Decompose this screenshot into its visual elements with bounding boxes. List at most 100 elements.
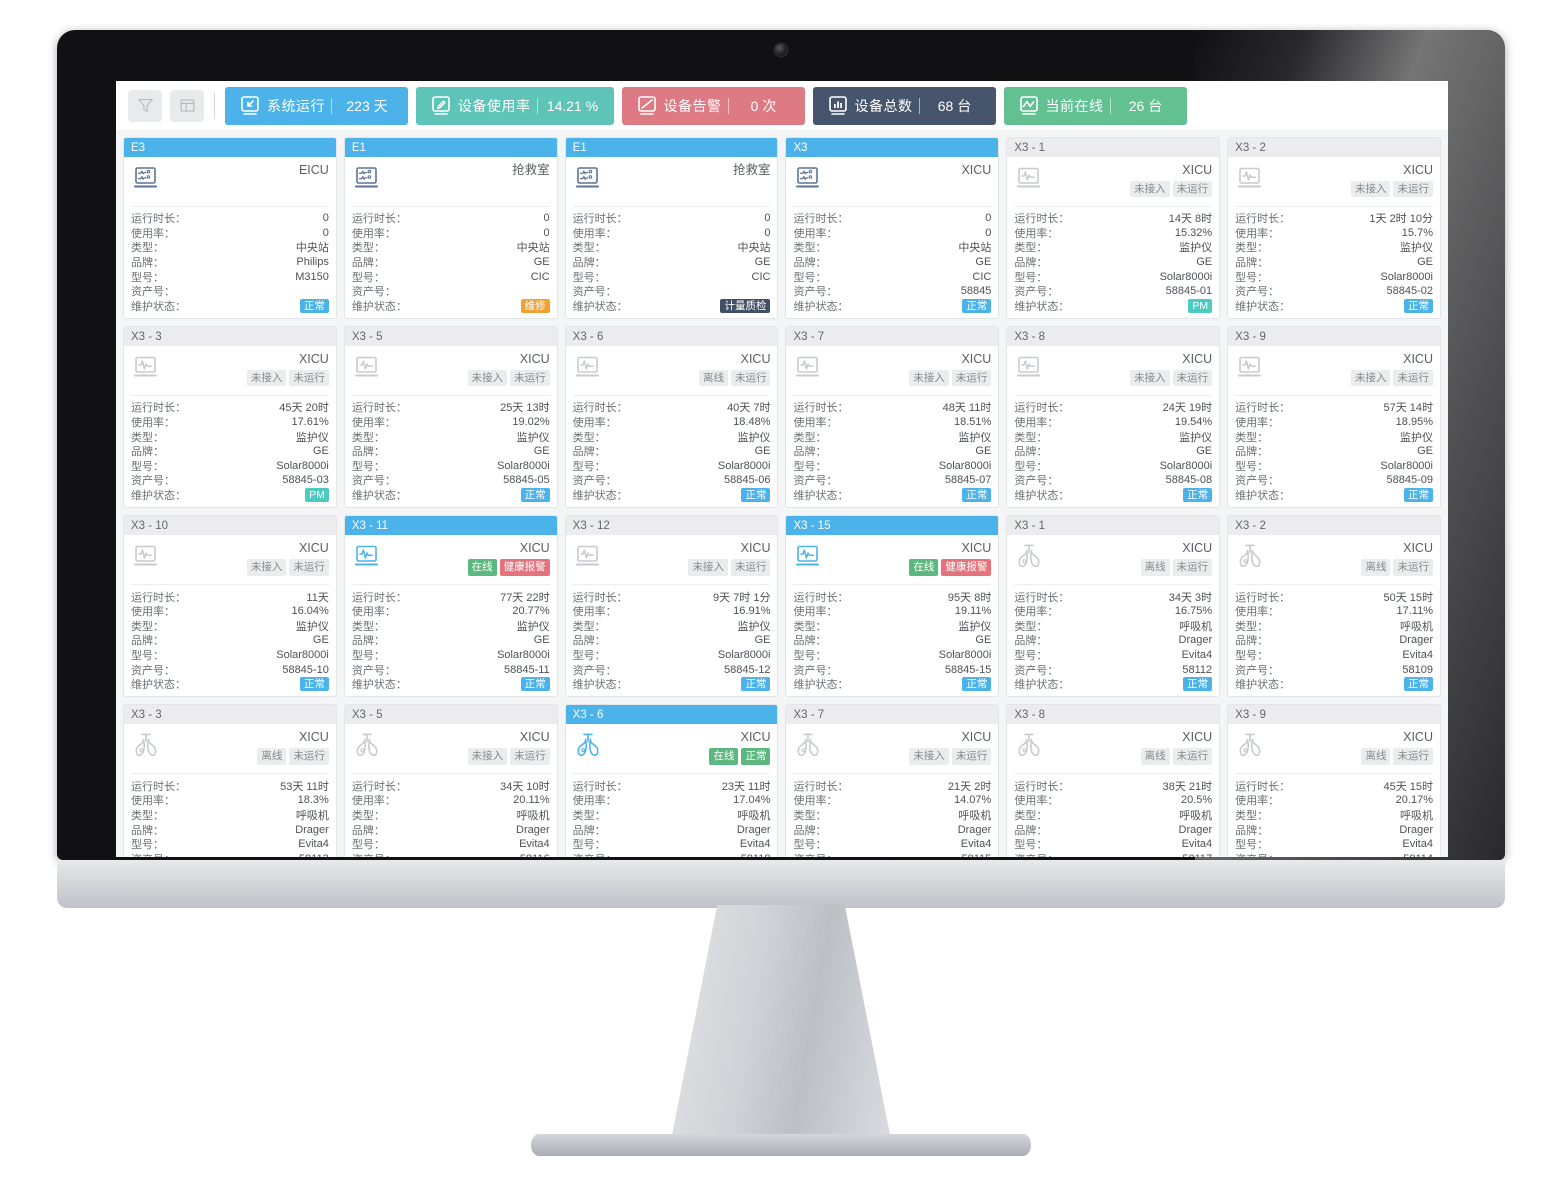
info-label: 维护状态： bbox=[793, 300, 849, 313]
card-status-area: XICU 未接入 未运行 bbox=[688, 542, 771, 576]
card-status-area: XICU 离线 未运行 bbox=[1361, 731, 1433, 765]
info-label: 型号： bbox=[1235, 839, 1269, 852]
device-card[interactable]: E3 EICU 运行时长： 0 使用率： 0 类型： 中央站 品牌： Philips 型号： M315… bbox=[123, 137, 337, 320]
device-card[interactable]: X3 - 10 XICU 未接入 未运行 运行时长： 11天 使用率： 16.04% 类型： 监护… bbox=[123, 515, 337, 698]
ventilator-icon bbox=[1235, 731, 1265, 761]
info-row: 资产号： 58845-02 bbox=[1235, 284, 1433, 299]
device-card[interactable]: X3 - 8 XICU 未接入 未运行 运行时长： 24天 19时 使用率： 19.54% 类型… bbox=[1006, 326, 1221, 509]
device-card[interactable]: X3 - 1 XICU 未接入 未运行 运行时长： 14天 8时 使用率： 15.32% 类型：… bbox=[1006, 137, 1221, 320]
device-card[interactable]: X3 - 11 XICU 在线 健康报警 运行时长： 77天 22时 使用率： 20.77% 类… bbox=[343, 515, 558, 698]
info-value: Drager bbox=[1178, 823, 1213, 836]
kpi-2[interactable]: 设备使用率 14.21 % bbox=[416, 86, 614, 125]
info-value: 18.95% bbox=[1395, 416, 1433, 429]
maintenance-badge: 正常 bbox=[1183, 676, 1213, 692]
monitor-icon bbox=[352, 542, 382, 572]
monitor-bezel: 系统运行 223 天 设备使用率 14.21 % 设备告警 0 次 设备总数 68 台 当前在线… bbox=[57, 30, 1505, 860]
device-card[interactable]: X3 - 3 XICU 未接入 未运行 运行时长： 45天 20时 使用率： 17.61% 类型… bbox=[123, 326, 337, 509]
kpi-4[interactable]: 设备总数 68 台 bbox=[812, 86, 996, 125]
info-row: 资产号： 58845-01 bbox=[1014, 284, 1212, 299]
funnel-icon[interactable] bbox=[128, 89, 162, 122]
info-label: 使用率： bbox=[131, 606, 175, 619]
info-value: 58845-12 bbox=[723, 663, 771, 676]
device-card[interactable]: X3 - 3 XICU 离线 未运行 运行时长： 53天 11时 使用率： 18.3% 类型： 呼… bbox=[123, 704, 337, 857]
device-card[interactable]: X3 - 9 XICU 离线 未运行 运行时长： 45天 15时 使用率： 20.17% 类型：… bbox=[1227, 704, 1441, 857]
status-badge: 离线 bbox=[1361, 559, 1391, 576]
device-card[interactable]: X3 - 7 XICU 未接入 未运行 运行时长： 21天 2时 使用率： 14.07% 类型：… bbox=[785, 704, 1000, 857]
card-divider bbox=[351, 584, 550, 586]
monitor-stand bbox=[671, 905, 891, 1140]
info-label: 资产号： bbox=[793, 475, 838, 488]
info-row: 型号： Solar8000i bbox=[1235, 269, 1433, 284]
info-label: 维护状态： bbox=[1014, 300, 1070, 313]
info-value: 17.11% bbox=[1396, 605, 1433, 618]
kpi-value: 14.21 % bbox=[546, 97, 599, 114]
kpi-label: 设备总数 bbox=[854, 97, 913, 114]
info-label: 类型： bbox=[1014, 431, 1048, 444]
device-card[interactable]: X3 - 7 XICU 未接入 未运行 运行时长： 48天 11时 使用率： 18.51% 类型… bbox=[785, 326, 1000, 509]
info-label: 品牌： bbox=[1014, 635, 1048, 648]
device-card[interactable]: X3 - 9 XICU 未接入 未运行 运行时长： 57天 14时 使用率： 18.95% 类型… bbox=[1227, 326, 1441, 509]
info-label: 品牌： bbox=[1235, 446, 1269, 459]
device-card[interactable]: X3 - 1 XICU 离线 未运行 运行时长： 34天 3时 使用率： 16.75% 类型： 呼… bbox=[1006, 515, 1221, 698]
card-header: XICU bbox=[786, 157, 998, 201]
device-card[interactable]: X3 - 5 XICU 未接入 未运行 运行时长： 34天 10时 使用率： 20.11% 类型… bbox=[343, 704, 558, 857]
info-value: Solar8000i bbox=[717, 648, 771, 661]
info-value: 呼吸机 bbox=[516, 809, 550, 822]
device-card[interactable]: X3 - 15 XICU 在线 健康报警 运行时长： 95天 8时 使用率： 19.11% 类型… bbox=[785, 515, 1000, 698]
card-details: 运行时长： 21天 2时 使用率： 14.07% 类型： 呼吸机 品牌： Drager 型号： E… bbox=[786, 774, 998, 857]
device-card[interactable]: X3 - 2 XICU 未接入 未运行 运行时长： 1天 2时 10分 使用率： 15.7% 类… bbox=[1227, 137, 1441, 320]
card-title-bar: X3 - 15 bbox=[786, 516, 999, 536]
device-card[interactable]: X3 XICU 运行时长： 0 使用率： 0 类型： 中央站 品牌： GE 型号： CIC 资产号： 58… bbox=[785, 137, 1000, 320]
monitor-icon bbox=[793, 542, 823, 572]
department-label: 抢救室 bbox=[512, 163, 550, 177]
device-card[interactable]: E1 抢救室 运行时长： 0 使用率： 0 类型： 中央站 品牌： GE 型号： CIC 资产号： 维护状… bbox=[564, 137, 779, 320]
info-label: 维护状态： bbox=[131, 679, 186, 692]
kpi-label: 当前在线 bbox=[1045, 97, 1104, 114]
device-card[interactable]: X3 - 8 XICU 离线 未运行 运行时长： 38天 21时 使用率： 20.5% 类型： 呼… bbox=[1006, 704, 1221, 857]
device-card[interactable]: X3 - 5 XICU 未接入 未运行 运行时长： 25天 13时 使用率： 19.02% 类型… bbox=[343, 326, 558, 509]
monitor-neck bbox=[57, 860, 1505, 908]
info-label: 运行时长： bbox=[351, 213, 407, 226]
card-status-area: XICU 未接入 未运行 bbox=[467, 731, 550, 765]
kpi-3[interactable]: 设备告警 0 次 bbox=[621, 86, 805, 125]
info-label: 维护状态： bbox=[572, 300, 628, 313]
device-card[interactable]: X3 - 6 XICU 离线 未运行 运行时长： 40天 7时 使用率： 18.48% 类型： 监… bbox=[564, 326, 779, 509]
layout-icon[interactable] bbox=[170, 89, 204, 122]
card-details: 运行时长： 95天 8时 使用率： 19.11% 类型： 监护仪 品牌： GE 型号： Solar… bbox=[786, 585, 998, 696]
info-label: 类型： bbox=[131, 431, 164, 444]
device-card[interactable]: E1 抢救室 运行时长： 0 使用率： 0 类型： 中央站 品牌： GE 型号： CIC 资产号： 维护状… bbox=[343, 137, 558, 320]
status-badge: 未运行 bbox=[1172, 180, 1213, 198]
info-row: 类型： 中央站 bbox=[131, 240, 329, 255]
info-label: 品牌： bbox=[131, 446, 164, 459]
info-value: 11天 bbox=[306, 591, 329, 604]
info-row: 使用率： 16.91% bbox=[573, 604, 771, 619]
info-value: Drager bbox=[295, 823, 329, 836]
info-label: 类型： bbox=[351, 242, 385, 255]
info-row: 品牌： Philips bbox=[131, 255, 329, 270]
info-value: 20.17% bbox=[1395, 794, 1433, 807]
card-status-area: 抢救室 bbox=[512, 163, 550, 178]
kpi-label: 设备告警 bbox=[663, 97, 722, 114]
info-value: 0 bbox=[543, 212, 550, 225]
kpi-1[interactable]: 系统运行 223 天 bbox=[225, 86, 408, 125]
card-title-bar: X3 - 2 bbox=[1228, 138, 1440, 157]
monitor-icon bbox=[1014, 164, 1044, 194]
card-divider bbox=[572, 584, 771, 586]
kpi-5[interactable]: 当前在线 26 台 bbox=[1003, 86, 1187, 125]
card-details: 运行时长： 48天 11时 使用率： 18.51% 类型： 监护仪 品牌： GE 型号： Sola… bbox=[786, 396, 998, 507]
status-badge: 未运行 bbox=[730, 559, 771, 576]
info-value: 58845-15 bbox=[944, 663, 992, 676]
info-row: 品牌： GE bbox=[352, 255, 550, 270]
info-value: GE bbox=[533, 634, 550, 647]
device-card[interactable]: X3 - 2 XICU 离线 未运行 运行时长： 50天 15时 使用率： 17.11% 类型：… bbox=[1227, 515, 1441, 698]
info-row: 维护状态： 正常 bbox=[573, 676, 771, 692]
card-status-area: XICU 未接入 未运行 bbox=[1350, 352, 1433, 387]
info-value: Evita4 bbox=[519, 838, 550, 851]
info-row: 运行时长： 34天 10时 bbox=[352, 778, 550, 793]
device-card[interactable]: X3 - 12 XICU 未接入 未运行 运行时长： 9天 7时 1分 使用率： 16.91%… bbox=[564, 515, 779, 698]
info-value: 50天 15时 bbox=[1383, 591, 1433, 604]
device-card[interactable]: X3 - 6 XICU 在线 正常 运行时长： 23天 11时 使用率： 17.04% 类型：呼… bbox=[564, 704, 779, 857]
info-row: 运行时长： 45天 20时 bbox=[131, 400, 329, 415]
info-label: 运行时长： bbox=[572, 213, 628, 226]
monitor-icon bbox=[793, 353, 823, 383]
